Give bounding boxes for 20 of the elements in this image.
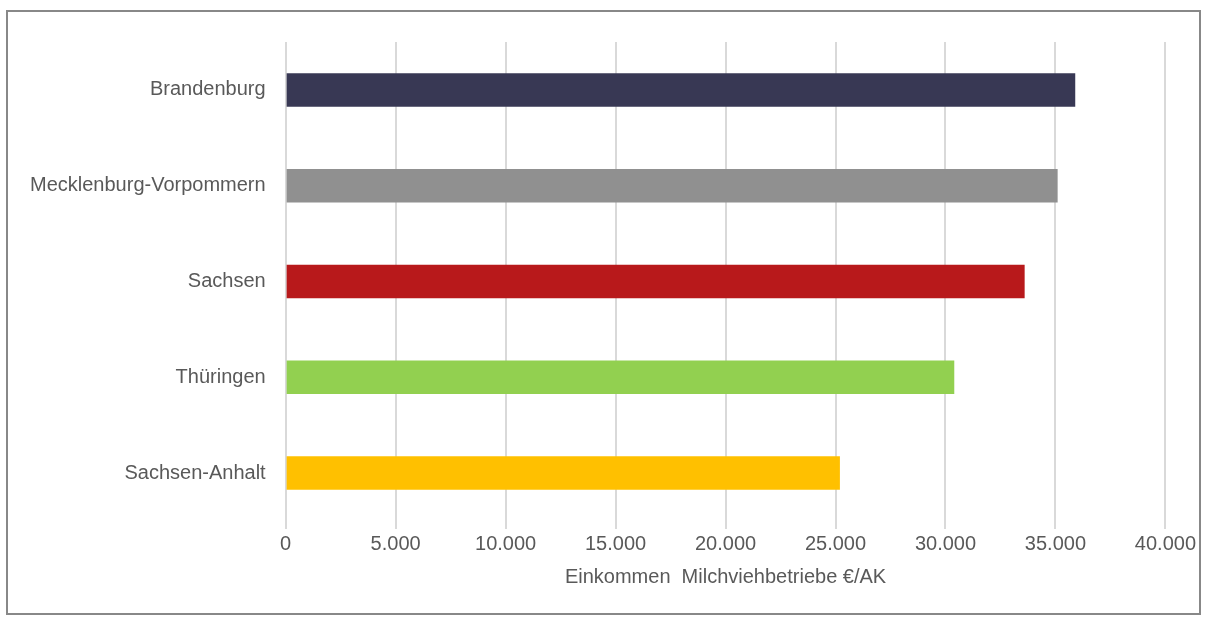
x-tick-label: 20.000 [694,531,757,554]
x-tick-label: 15.000 [584,531,647,554]
bar [286,360,955,395]
y-tick-label: Sachsen-Anhalt [124,460,267,483]
x-tick-label: 40.000 [1134,531,1196,554]
bar [286,264,1025,299]
x-axis-title: Einkommen Milchviehbetriebe €/AK [564,564,887,587]
x-tick-label: 10.000 [475,531,537,554]
x-tick-label: 5.000 [370,531,421,554]
y-tick-label: Sachsen [187,269,266,292]
x-tick-label: 25.000 [804,531,867,554]
y-tick-label: Thüringen [175,364,266,387]
bar [286,456,840,490]
bar [286,73,1076,107]
x-tick-label: 35.000 [1024,531,1087,554]
bar [286,168,1058,203]
x-tick-label: 0 [280,531,292,554]
y-tick-label: Brandenburg [150,77,266,100]
y-tick-label: Mecklenburg-Vorpommern [30,173,266,196]
x-tick-label: 30.000 [914,531,977,554]
